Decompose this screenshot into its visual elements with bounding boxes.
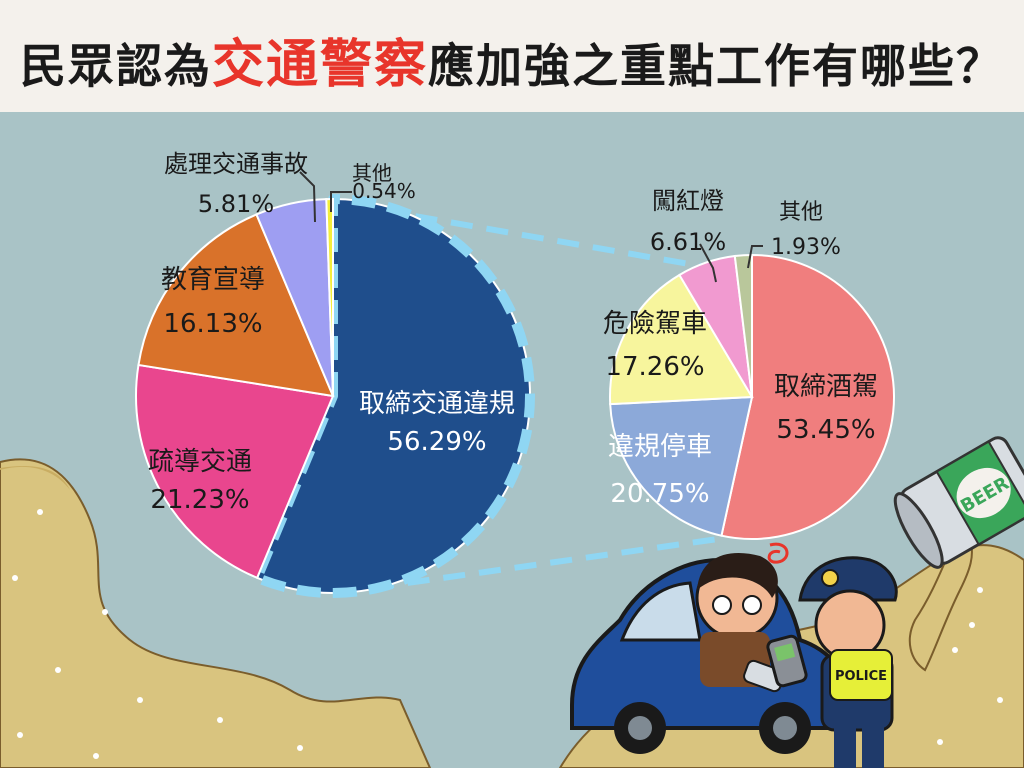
title-suffix: 應加強之重點工作有哪些？	[428, 39, 1004, 93]
label-education-name: 教育宣導	[161, 265, 265, 295]
label-other-main-name: 其他	[352, 161, 392, 185]
police-leg-left	[834, 725, 856, 768]
label-other-detail-name: 其他	[779, 200, 823, 225]
pie-main-slice-4	[325, 197, 334, 397]
police-cap	[798, 556, 898, 602]
pie-detail-slice-4	[733, 253, 753, 398]
police-vest-label: POLICE	[835, 669, 887, 684]
car-illustration	[570, 542, 852, 754]
pie-detail-slice-2	[609, 273, 754, 406]
pie-main-slice-2	[137, 213, 335, 398]
police-head	[814, 589, 886, 661]
pie-detail-slice-0	[720, 253, 895, 540]
leader-line-other-detail	[747, 245, 763, 269]
label-accident-value: 5.81%	[198, 190, 274, 218]
connector-top	[379, 207, 713, 271]
police-vest	[829, 649, 893, 701]
label-redlight-value: 6.61%	[650, 228, 726, 256]
chart-title: 民眾認為交通警察應加強之重點工作有哪些？	[0, 22, 1024, 97]
label-other-detail-value: 1.93%	[771, 235, 841, 260]
pie-detail	[609, 253, 895, 540]
title-bar	[0, 0, 1024, 112]
label-accident-name: 處理交通事故	[164, 150, 308, 178]
label-dispersal-value: 21.23%	[150, 485, 249, 515]
label-violation-value: 56.29%	[387, 427, 486, 457]
slice-labels: 取締交通違規 56.29% 疏導交通 21.23% 教育宣導 16.13% 處理…	[148, 150, 878, 515]
label-other-main-value: 0.54%	[352, 179, 416, 203]
label-redlight-name: 闖紅燈	[652, 187, 724, 215]
beer-can-illustration: BEER	[893, 436, 1024, 672]
driver-eye-right	[742, 595, 762, 615]
title-prefix: 民眾認為	[19, 39, 212, 93]
pie-main-slice-1	[135, 363, 335, 580]
dizzy-mark-icon	[767, 542, 789, 564]
sand-wave-left	[0, 458, 432, 768]
driver-hair	[697, 553, 778, 598]
beer-can: BEER	[893, 436, 1024, 569]
leader-line-other-main	[330, 191, 352, 212]
pie-connectors	[371, 207, 726, 591]
beer-spill	[908, 539, 973, 672]
label-dangerous-value: 17.26%	[605, 352, 704, 382]
label-education-value: 16.13%	[163, 309, 262, 339]
label-parking-value: 20.75%	[610, 479, 709, 509]
pie-main-highlight-outline	[252, 194, 535, 598]
police-badge-icon	[821, 569, 839, 587]
leader-line-redlight	[699, 243, 717, 283]
police-illustration: POLICE	[766, 556, 898, 768]
leader-line-accident	[299, 171, 316, 223]
police-leg-right	[862, 725, 884, 768]
pie-main	[135, 194, 535, 598]
label-parking-name: 違規停車	[608, 432, 712, 462]
driver-eye-left	[712, 595, 732, 615]
connector-bottom	[371, 535, 726, 591]
leader-lines	[299, 171, 763, 283]
sand-trail	[0, 466, 70, 490]
title-highlight: 交通警察	[211, 35, 428, 95]
label-dangerous-name: 危險駕車	[603, 309, 707, 339]
label-dispersal-name: 疏導交通	[148, 447, 252, 477]
car-window	[619, 581, 702, 642]
label-dui-name: 取締酒駕	[774, 372, 878, 402]
sand-dots	[12, 509, 1003, 759]
label-dui-value: 53.45%	[776, 415, 875, 445]
pie-detail-slice-1	[609, 395, 754, 537]
label-violation-name: 取締交通違規	[359, 389, 515, 419]
